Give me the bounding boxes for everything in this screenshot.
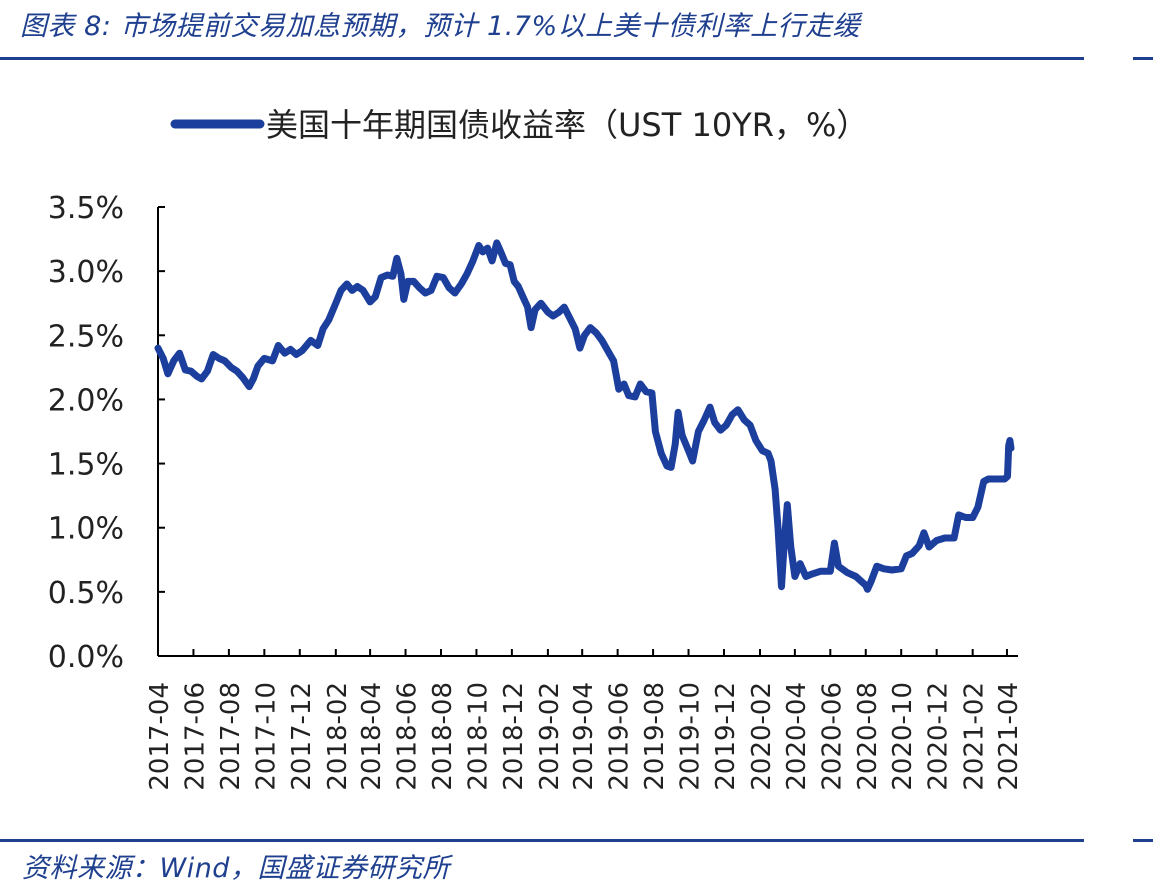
x-tick-label: 2021-04 — [994, 682, 1024, 791]
top-rule — [0, 57, 1084, 60]
x-tick-label: 2018-06 — [393, 682, 423, 791]
x-tick-label: 2019-06 — [605, 682, 635, 791]
y-tick-label: 3.0% — [48, 255, 124, 290]
x-tick-label: 2017-12 — [287, 682, 317, 791]
x-axis: 2017-04 2017-06 2017-08 2017-10 2017-12 2018-… — [145, 649, 1024, 791]
y-tick-label: 0.5% — [48, 576, 124, 611]
x-tick-label: 2020-08 — [853, 682, 883, 791]
x-tick-label: 2018-04 — [357, 682, 387, 791]
y-axis: 0.0% 0.5% 1.0% 1.5% 2.0% 2.5% 3.0% 3.5% — [48, 191, 165, 675]
x-tick-label: 2018-08 — [428, 682, 458, 791]
source-note: 资料来源：Wind，国盛证券研究所 — [22, 853, 450, 884]
y-tick-label: 1.5% — [48, 448, 124, 483]
top-rule-stub — [1133, 57, 1153, 60]
x-tick-label: 2019-04 — [569, 682, 599, 791]
y-tick-label: 2.0% — [48, 383, 124, 418]
x-tick-label: 2019-12 — [711, 682, 741, 791]
figure-title: 图表 8: 市场提前交易加息预期，预计 1.7%以上美十债利率上行走缓 — [20, 11, 861, 42]
x-tick-label: 2018-12 — [499, 682, 529, 791]
x-tick-label: 2020-02 — [747, 682, 777, 791]
x-tick-label: 2020-04 — [782, 682, 812, 791]
bottom-rule — [0, 839, 1084, 842]
bottom-rule-stub — [1133, 839, 1153, 842]
chart-legend: 美国十年期国债收益率（UST 10YR，%） — [170, 106, 868, 144]
x-tick-label: 2017-06 — [180, 682, 210, 791]
x-tick-label: 2018-02 — [323, 682, 353, 791]
x-tick-label: 2020-10 — [888, 682, 918, 791]
x-tick-label: 2020-06 — [817, 682, 847, 791]
x-tick-label: 2019-02 — [535, 682, 565, 791]
x-tick-label: 2019-10 — [676, 682, 706, 791]
y-tick-label: 2.5% — [48, 319, 124, 354]
x-tick-label: 2017-08 — [216, 682, 246, 791]
x-tick-label: 2020-12 — [924, 682, 954, 791]
y-tick-label: 3.5% — [48, 191, 124, 226]
legend-label: 美国十年期国债收益率（UST 10YR，%） — [266, 106, 868, 144]
y-tick-label: 1.0% — [48, 512, 124, 547]
x-tick-label: 2021-02 — [960, 682, 990, 791]
x-tick-label: 2017-04 — [145, 682, 175, 791]
x-tick-label: 2018-10 — [463, 682, 493, 791]
x-tick-label: 2019-08 — [640, 682, 670, 791]
y-tick-label: 0.0% — [48, 640, 124, 675]
series-layer — [154, 239, 1015, 593]
series-line-ust10yr — [154, 239, 1015, 593]
x-tick-label: 2017-10 — [251, 682, 281, 791]
